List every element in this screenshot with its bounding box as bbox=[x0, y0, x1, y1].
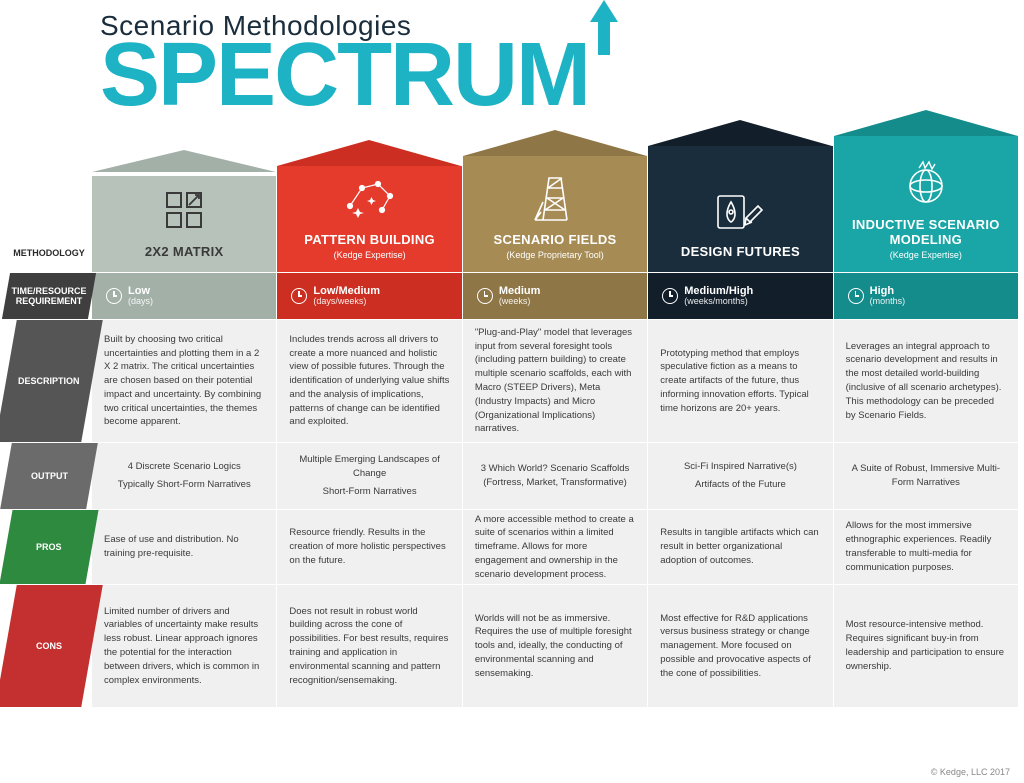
output-cell: A Suite of Robust, Immersive Multi-Form … bbox=[834, 443, 1018, 509]
pros-cell: A more accessible method to create a sui… bbox=[463, 510, 647, 584]
methodology-title: DESIGN FUTURES bbox=[681, 245, 800, 260]
header-content: 2X2 MATRIX bbox=[137, 183, 232, 260]
description-cell: Includes trends across all drivers to cr… bbox=[277, 320, 461, 442]
header-content: PATTERN BUILDING (Kedge Expertise) bbox=[296, 171, 443, 260]
time-unit: (weeks/months) bbox=[684, 297, 753, 307]
output-cell: Multiple Emerging Landscapes of Change Sh… bbox=[277, 443, 461, 509]
output-line: Sci-Fi Inspired Narrative(s) bbox=[660, 460, 820, 474]
column-header: DESIGN FUTURES bbox=[648, 120, 832, 272]
roof-icon bbox=[92, 150, 276, 176]
row-label: PROS bbox=[0, 510, 99, 584]
time-resource-cell: Low(days) bbox=[92, 273, 276, 319]
title-area: Scenario Methodologies SPECTRUM bbox=[100, 10, 589, 114]
rocket-pencil-icon bbox=[709, 183, 771, 237]
header-content: INDUCTIVE SCENARIO MODELING (Kedge Expert… bbox=[834, 156, 1018, 260]
roof-icon bbox=[463, 130, 647, 156]
tower-icon bbox=[524, 171, 586, 225]
output-cell: Sci-Fi Inspired Narrative(s) Artifacts of… bbox=[648, 443, 832, 509]
clock-icon bbox=[848, 288, 864, 304]
clock-icon bbox=[106, 288, 122, 304]
constellation-icon bbox=[339, 171, 401, 225]
methodology-columns: 2X2 MATRIX Low(days) Built by choosing two… bbox=[92, 110, 1018, 708]
row-label: DESCRIPTION bbox=[0, 320, 103, 442]
pros-cell: Resource friendly. Results in the creati… bbox=[277, 510, 461, 584]
time-text: Low/Medium(days/weeks) bbox=[313, 285, 380, 307]
time-resource-cell: Medium(weeks) bbox=[463, 273, 647, 319]
output-cell: 4 Discrete Scenario Logics Typically Shor… bbox=[92, 443, 276, 509]
roof-icon bbox=[277, 140, 461, 166]
time-resource-cell: Medium/High(weeks/months) bbox=[648, 273, 832, 319]
methodology-title: INDUCTIVE SCENARIO MODELING bbox=[842, 218, 1010, 248]
description-cell: "Plug-and-Play" model that leverages inp… bbox=[463, 320, 647, 442]
time-text: Low(days) bbox=[128, 285, 153, 307]
methodology-subtitle: (Kedge Proprietary Tool) bbox=[506, 250, 603, 260]
pros-cell: Results in tangible artifacts which can … bbox=[648, 510, 832, 584]
cons-cell: Most resource-intensive method. Requires… bbox=[834, 585, 1018, 707]
output-line: 3 Which World? Scenario Scaffolds (Fortr… bbox=[475, 462, 635, 490]
output-line: A Suite of Robust, Immersive Multi-Form … bbox=[846, 462, 1006, 490]
output-line: Artifacts of the Future bbox=[660, 478, 820, 492]
methodology-column-inductive: INDUCTIVE SCENARIO MODELING (Kedge Expert… bbox=[834, 110, 1018, 708]
description-cell: Prototyping method that employs speculat… bbox=[648, 320, 832, 442]
methodology-column-pattern: PATTERN BUILDING (Kedge Expertise) Low/Med… bbox=[277, 110, 461, 708]
clock-icon bbox=[477, 288, 493, 304]
cons-cell: Does not result in robust world building… bbox=[277, 585, 461, 707]
description-cell: Built by choosing two critical uncertain… bbox=[92, 320, 276, 442]
time-resource-cell: Low/Medium(days/weeks) bbox=[277, 273, 461, 319]
time-unit: (weeks) bbox=[499, 297, 541, 307]
arrow-up-icon bbox=[590, 0, 618, 55]
time-text: High(months) bbox=[870, 285, 906, 307]
globe-icon bbox=[895, 156, 957, 210]
time-text: Medium(weeks) bbox=[499, 285, 541, 307]
row-label: OUTPUT bbox=[0, 443, 98, 509]
pros-cell: Ease of use and distribution. No trainin… bbox=[92, 510, 276, 584]
methodology-subtitle: (Kedge Expertise) bbox=[334, 250, 406, 260]
row-labels-column: METHODOLOGYTIME/RESOURCE REQUIREMENTDESC… bbox=[6, 110, 92, 708]
grid-icon bbox=[153, 183, 215, 237]
output-cell: 3 Which World? Scenario Scaffolds (Fortr… bbox=[463, 443, 647, 509]
column-header: INDUCTIVE SCENARIO MODELING (Kedge Expert… bbox=[834, 110, 1018, 272]
cons-cell: Limited number of drivers and variables … bbox=[92, 585, 276, 707]
methodology-subtitle: (Kedge Expertise) bbox=[890, 250, 962, 260]
time-resource-cell: High(months) bbox=[834, 273, 1018, 319]
row-label: METHODOLOGY bbox=[6, 110, 92, 272]
output-line: Short-Form Narratives bbox=[289, 485, 449, 499]
copyright: © Kedge, LLC 2017 bbox=[931, 767, 1010, 777]
cons-cell: Worlds will not be as immersive. Require… bbox=[463, 585, 647, 707]
methodology-column-matrix: 2X2 MATRIX Low(days) Built by choosing two… bbox=[92, 110, 276, 708]
roof-icon bbox=[648, 120, 832, 146]
column-header: PATTERN BUILDING (Kedge Expertise) bbox=[277, 140, 461, 272]
header-content: DESIGN FUTURES bbox=[673, 183, 808, 260]
main-title: SPECTRUM bbox=[100, 37, 589, 114]
spectrum-grid: METHODOLOGYTIME/RESOURCE REQUIREMENTDESC… bbox=[6, 110, 1018, 708]
output-line: Multiple Emerging Landscapes of Change bbox=[289, 453, 449, 481]
methodology-column-fields: SCENARIO FIELDS (Kedge Proprietary Tool) M… bbox=[463, 110, 647, 708]
time-text: Medium/High(weeks/months) bbox=[684, 285, 753, 307]
time-unit: (months) bbox=[870, 297, 906, 307]
column-header: SCENARIO FIELDS (Kedge Proprietary Tool) bbox=[463, 130, 647, 272]
output-line: 4 Discrete Scenario Logics bbox=[104, 460, 264, 474]
roof-icon bbox=[834, 110, 1018, 136]
column-header: 2X2 MATRIX bbox=[92, 150, 276, 272]
output-line: Typically Short-Form Narratives bbox=[104, 478, 264, 492]
methodology-column-design: DESIGN FUTURES Medium/High(weeks/months) P… bbox=[648, 110, 832, 708]
row-label: TIME/RESOURCE REQUIREMENT bbox=[2, 273, 96, 319]
row-label: CONS bbox=[0, 585, 103, 707]
cons-cell: Most effective for R&D applications vers… bbox=[648, 585, 832, 707]
methodology-title: SCENARIO FIELDS bbox=[494, 233, 617, 248]
methodology-title: 2X2 MATRIX bbox=[145, 245, 224, 260]
methodology-title: PATTERN BUILDING bbox=[304, 233, 435, 248]
time-unit: (days/weeks) bbox=[313, 297, 380, 307]
clock-icon bbox=[291, 288, 307, 304]
clock-icon bbox=[662, 288, 678, 304]
pros-cell: Allows for the most immersive ethnograph… bbox=[834, 510, 1018, 584]
description-cell: Leverages an integral approach to scenar… bbox=[834, 320, 1018, 442]
header-content: SCENARIO FIELDS (Kedge Proprietary Tool) bbox=[486, 171, 625, 260]
time-unit: (days) bbox=[128, 297, 153, 307]
